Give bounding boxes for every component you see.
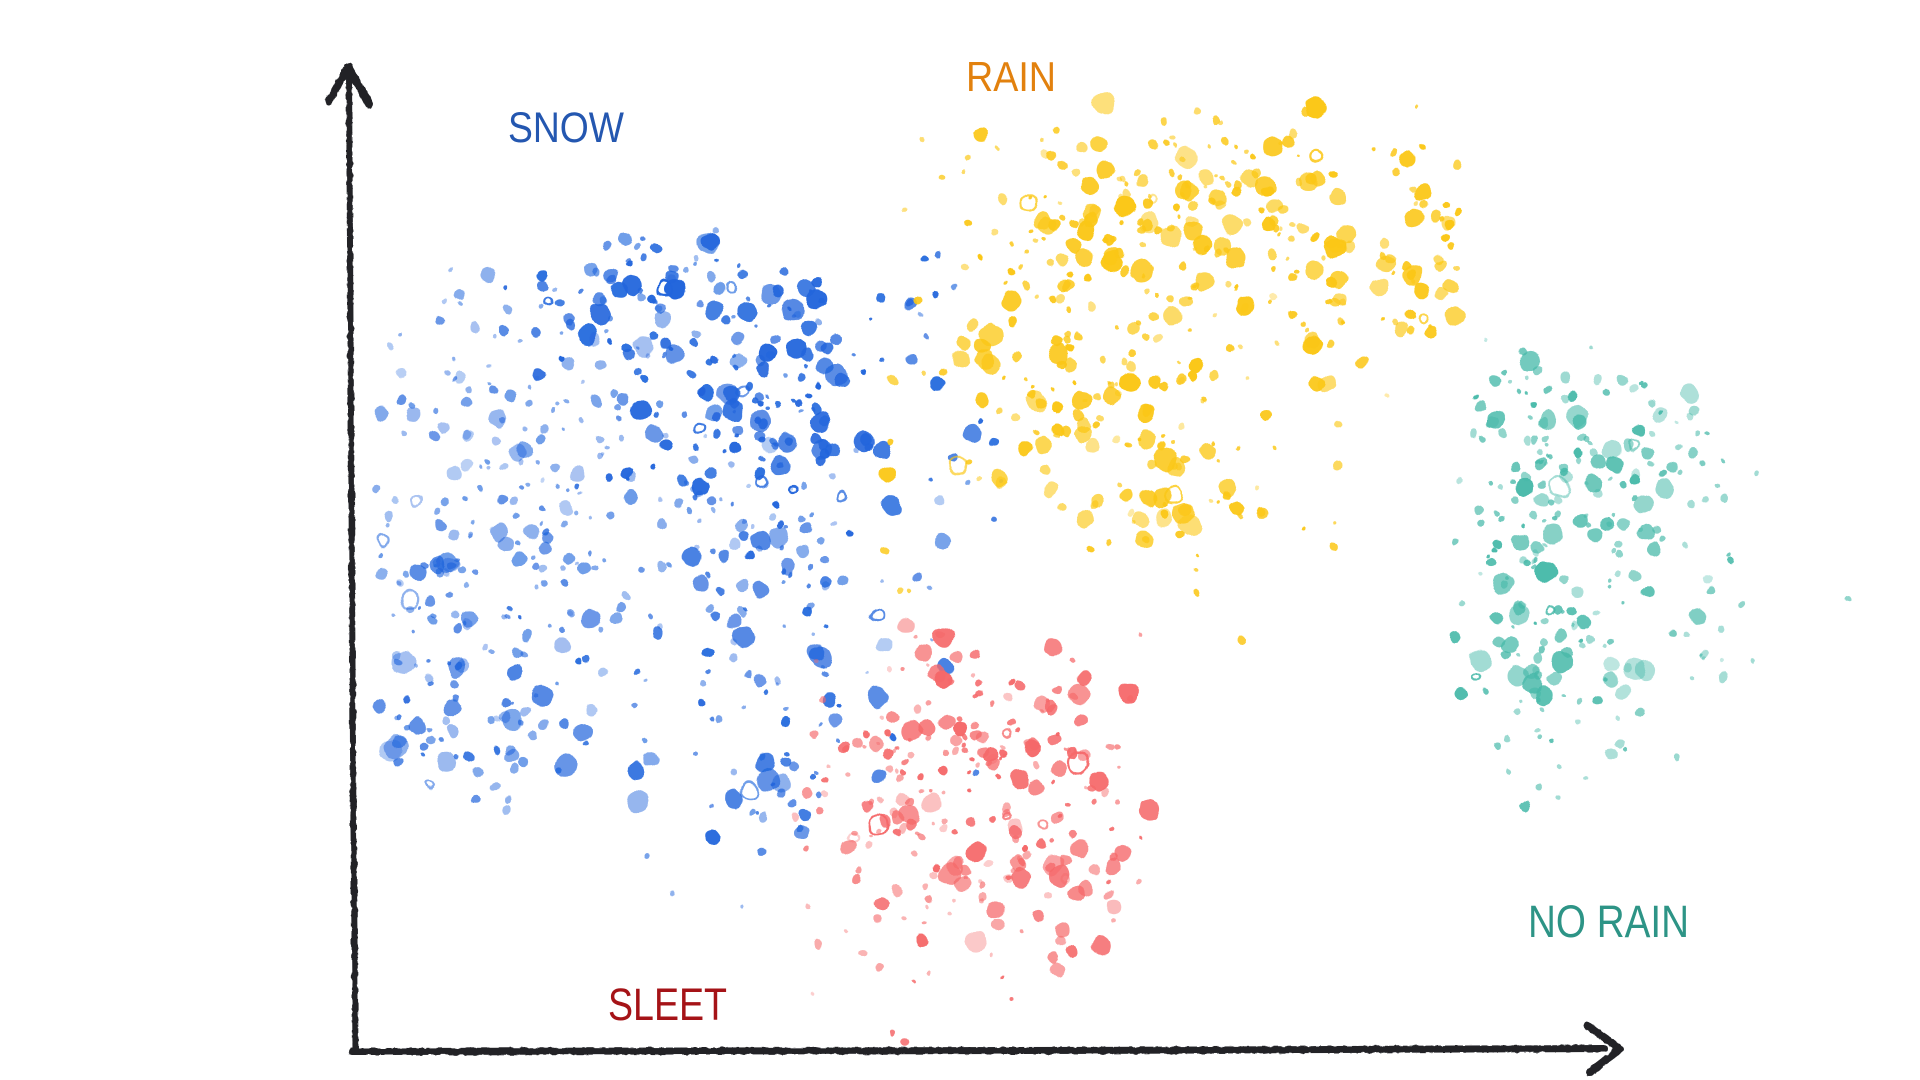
svg-text:NO RAIN: NO RAIN (1528, 896, 1689, 947)
svg-text:SNOW: SNOW (508, 104, 624, 152)
svg-text:SLEET: SLEET (608, 979, 727, 1030)
svg-text:RAIN: RAIN (966, 53, 1056, 100)
